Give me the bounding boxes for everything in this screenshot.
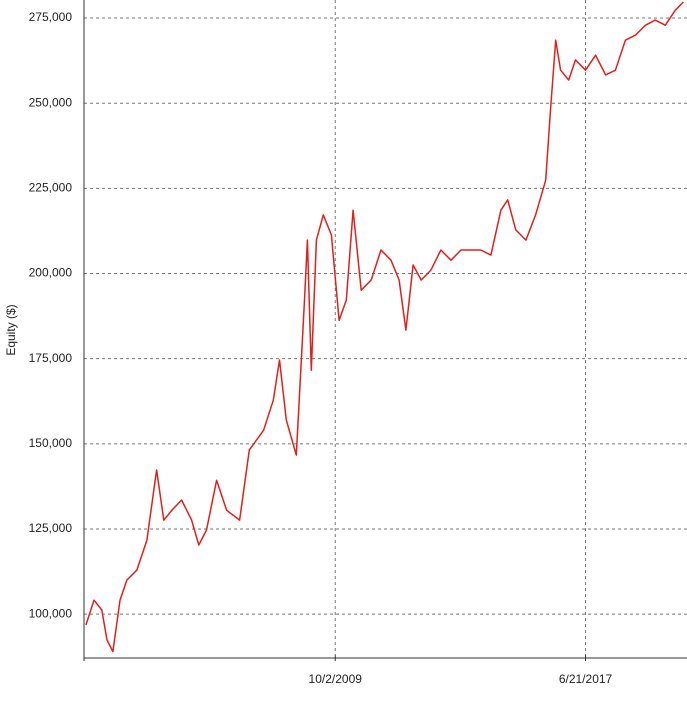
y-tick-label: 150,000 — [29, 436, 73, 450]
y-tick-label: 200,000 — [29, 266, 73, 280]
equity-line — [85, 1, 684, 653]
x-tick-label: 10/2/2009 — [309, 672, 363, 686]
y-tick-label: 125,000 — [29, 521, 73, 535]
y-axis-label: Equity ($) — [4, 304, 18, 355]
y-tick-label: 275,000 — [29, 10, 73, 24]
y-tick-label: 175,000 — [29, 351, 73, 365]
x-tick-label: 6/21/2017 — [559, 672, 613, 686]
y-tick-label: 225,000 — [29, 181, 73, 195]
y-tick-label: 100,000 — [29, 606, 73, 620]
y-tick-label: 250,000 — [29, 95, 73, 109]
